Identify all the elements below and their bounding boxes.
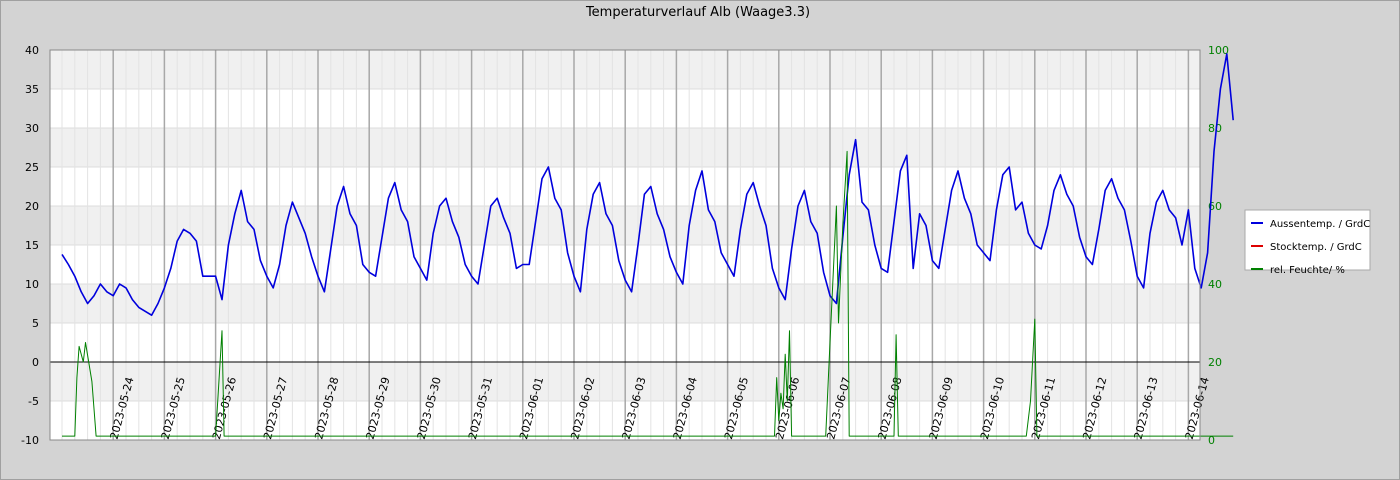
y-right-tick-label: 20 — [1208, 356, 1222, 369]
series-line-0 — [61, 53, 1234, 317]
legend: Aussentemp. / GrdC Stocktemp. / GrdC rel. … — [1244, 209, 1371, 276]
y-left-tick-label: 15 — [25, 239, 39, 252]
y-left-tick-label: 35 — [25, 83, 39, 96]
y-left-tick-label: -10 — [21, 434, 39, 447]
y-right-tick-label: 80 — [1208, 122, 1222, 135]
y-left-tick-label: 40 — [25, 44, 39, 57]
y-right-tick-label: 0 — [1208, 434, 1215, 447]
y-left-tick-label: 0 — [32, 356, 39, 369]
legend-label: Stocktemp. / GrdC — [1270, 242, 1362, 253]
legend-label: Aussentemp. / GrdC — [1270, 219, 1370, 230]
y-left-tick-label: 20 — [25, 200, 39, 213]
y-left-tick-label: 5 — [32, 317, 39, 330]
plot-border — [49, 49, 1201, 441]
chart-title: Temperaturverlauf Alb (Waage3.3) — [585, 5, 810, 20]
plot-area: -10-505101520253035400204060801002023-05… — [21, 44, 1234, 447]
legend-box — [1244, 209, 1371, 271]
y-left-tick-label: 10 — [25, 278, 39, 291]
y-right-tick-label: 100 — [1208, 44, 1229, 57]
y-right-tick-label: 40 — [1208, 278, 1222, 291]
y-left-tick-label: 25 — [25, 161, 39, 174]
series-line-2 — [62, 150, 1234, 437]
legend-label: rel. Feuchte/ % — [1270, 265, 1345, 276]
y-left-tick-label: 30 — [25, 122, 39, 135]
y-left-tick-label: -5 — [28, 395, 39, 408]
